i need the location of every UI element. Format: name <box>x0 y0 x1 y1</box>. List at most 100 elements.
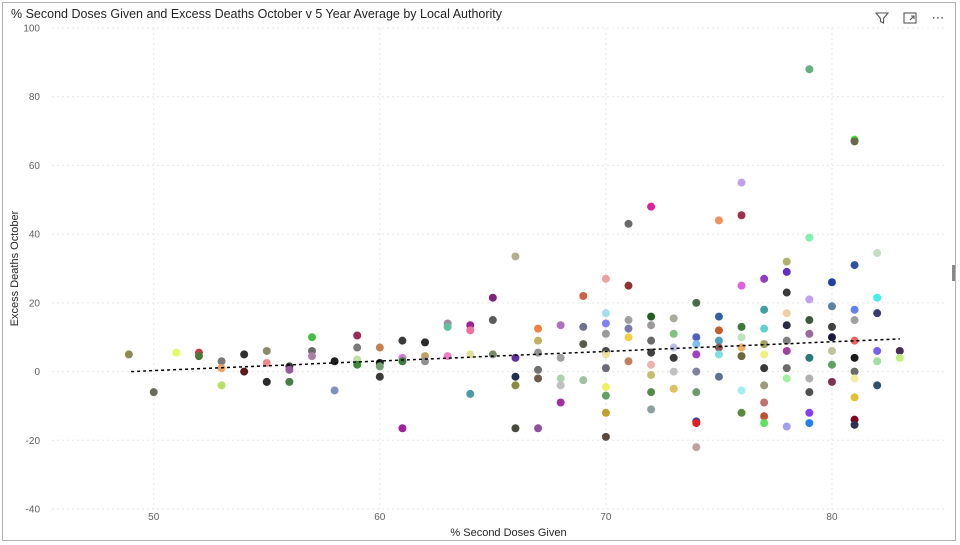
data-point[interactable] <box>466 326 475 335</box>
data-point[interactable] <box>737 408 746 417</box>
data-point[interactable] <box>737 178 746 187</box>
data-point[interactable] <box>895 353 904 362</box>
data-point[interactable] <box>782 288 791 297</box>
data-point[interactable] <box>692 443 701 452</box>
data-point[interactable] <box>217 381 226 390</box>
data-point[interactable] <box>714 312 723 321</box>
data-point[interactable] <box>421 338 430 347</box>
data-point[interactable] <box>850 316 859 325</box>
data-point[interactable] <box>579 376 588 385</box>
data-point[interactable] <box>873 309 882 318</box>
data-point[interactable] <box>760 381 769 390</box>
data-point[interactable] <box>534 424 543 433</box>
data-point[interactable] <box>375 372 384 381</box>
data-point[interactable] <box>601 329 610 338</box>
data-point[interactable] <box>692 340 701 349</box>
data-point[interactable] <box>240 367 249 376</box>
data-point[interactable] <box>511 381 520 390</box>
data-point[interactable] <box>669 384 678 393</box>
data-point[interactable] <box>624 219 633 228</box>
data-point[interactable] <box>760 412 769 421</box>
data-point[interactable] <box>760 364 769 373</box>
data-point[interactable] <box>760 274 769 283</box>
data-point[interactable] <box>601 432 610 441</box>
data-point[interactable] <box>398 357 407 366</box>
data-point[interactable] <box>805 329 814 338</box>
data-point[interactable] <box>850 393 859 402</box>
data-point[interactable] <box>647 360 656 369</box>
data-point[interactable] <box>466 389 475 398</box>
data-point[interactable] <box>760 340 769 349</box>
data-point[interactable] <box>124 350 133 359</box>
data-point[interactable] <box>601 319 610 328</box>
data-point[interactable] <box>692 388 701 397</box>
data-point[interactable] <box>647 312 656 321</box>
data-point[interactable] <box>737 322 746 331</box>
data-point[interactable] <box>647 348 656 357</box>
data-point[interactable] <box>805 353 814 362</box>
data-point[interactable] <box>714 350 723 359</box>
data-point[interactable] <box>647 405 656 414</box>
data-point[interactable] <box>760 324 769 333</box>
data-point[interactable] <box>579 322 588 331</box>
data-point[interactable] <box>737 281 746 290</box>
data-point[interactable] <box>850 374 859 383</box>
data-point[interactable] <box>850 261 859 270</box>
data-point[interactable] <box>194 352 203 361</box>
data-point[interactable] <box>850 420 859 429</box>
data-point[interactable] <box>895 346 904 355</box>
data-point[interactable] <box>353 331 362 340</box>
resize-handle[interactable] <box>952 265 955 281</box>
data-point[interactable] <box>669 329 678 338</box>
data-point[interactable] <box>692 419 701 428</box>
data-point[interactable] <box>669 343 678 352</box>
more-options-icon[interactable]: ⋯ <box>931 10 945 25</box>
data-point[interactable] <box>398 336 407 345</box>
data-point[interactable] <box>827 302 836 311</box>
data-point[interactable] <box>805 233 814 242</box>
data-point[interactable] <box>873 346 882 355</box>
data-point[interactable] <box>488 316 497 325</box>
data-point[interactable] <box>624 316 633 325</box>
data-point[interactable] <box>782 364 791 373</box>
data-point[interactable] <box>669 314 678 323</box>
data-point[interactable] <box>601 383 610 392</box>
data-point[interactable] <box>488 350 497 359</box>
data-point[interactable] <box>805 374 814 383</box>
data-point[interactable] <box>647 388 656 397</box>
data-point[interactable] <box>827 322 836 331</box>
data-point[interactable] <box>556 398 565 407</box>
data-point[interactable] <box>805 295 814 304</box>
data-point[interactable] <box>692 298 701 307</box>
data-point[interactable] <box>760 398 769 407</box>
data-point[interactable] <box>782 346 791 355</box>
data-point[interactable] <box>601 391 610 400</box>
data-point[interactable] <box>579 291 588 300</box>
data-point[interactable] <box>579 340 588 349</box>
data-point[interactable] <box>714 326 723 335</box>
data-point[interactable] <box>330 386 339 395</box>
data-point[interactable] <box>782 374 791 383</box>
data-point[interactable] <box>669 367 678 376</box>
data-point[interactable] <box>737 343 746 352</box>
data-point[interactable] <box>307 333 316 342</box>
data-point[interactable] <box>827 377 836 386</box>
data-point[interactable] <box>534 336 543 345</box>
data-point[interactable] <box>534 348 543 357</box>
data-point[interactable] <box>873 381 882 390</box>
data-point[interactable] <box>850 305 859 314</box>
data-point[interactable] <box>873 357 882 366</box>
data-point[interactable] <box>805 419 814 428</box>
data-point[interactable] <box>760 350 769 359</box>
data-point[interactable] <box>827 278 836 287</box>
data-point[interactable] <box>443 322 452 331</box>
data-point[interactable] <box>556 321 565 330</box>
data-point[interactable] <box>375 362 384 371</box>
data-point[interactable] <box>714 343 723 352</box>
data-point[interactable] <box>692 333 701 342</box>
data-point[interactable] <box>556 381 565 390</box>
data-point[interactable] <box>375 343 384 352</box>
data-point[interactable] <box>240 350 249 359</box>
data-point[interactable] <box>534 324 543 333</box>
data-point[interactable] <box>782 267 791 276</box>
